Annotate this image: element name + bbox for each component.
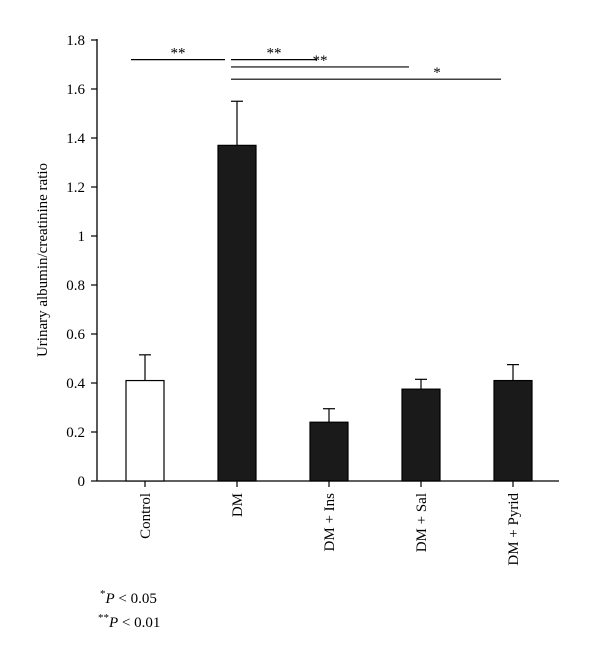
y-tick-label: 0 bbox=[78, 474, 86, 490]
footnote-p005: *P < 0.05 bbox=[100, 588, 157, 608]
error-bars bbox=[139, 100, 519, 423]
significance-label: * bbox=[433, 65, 441, 81]
y-tick-label: 0.2 bbox=[66, 425, 85, 441]
x-tick-label: Control bbox=[138, 493, 154, 539]
footnote-threshold: < 0.05 bbox=[114, 591, 157, 607]
footnote-stars: * bbox=[100, 588, 106, 600]
significance-brackets: ** ** *** bbox=[131, 46, 501, 81]
y-tick-label: 1.2 bbox=[66, 180, 85, 196]
significance-label: ** bbox=[313, 53, 328, 69]
bar-dm-sal bbox=[401, 388, 441, 482]
significance-label: ** bbox=[267, 46, 282, 62]
bar-dm-pyrid bbox=[493, 379, 533, 482]
y-axis: 0 0.2 0.4 0.6 0.8 1 1.2 1.4 1.6 1.8 bbox=[66, 33, 559, 490]
x-tick-label: DM + Sal bbox=[414, 493, 430, 552]
y-tick-label: 1.8 bbox=[66, 33, 85, 49]
footnote-p001: **P < 0.01 bbox=[98, 612, 160, 632]
y-tick-label: 0.4 bbox=[66, 376, 85, 392]
y-tick-label: 0.8 bbox=[66, 278, 85, 294]
bar-dm-ins bbox=[309, 421, 349, 482]
y-tick-label: 1.6 bbox=[66, 82, 85, 98]
bar-dm bbox=[217, 144, 257, 482]
footnote-p-symbol: P bbox=[109, 615, 119, 631]
x-tick-label: DM + Pyrid bbox=[506, 493, 522, 566]
y-tick-label: 1.4 bbox=[66, 131, 85, 147]
y-tick-label: 1 bbox=[78, 229, 86, 245]
significance-label: ** bbox=[171, 46, 186, 62]
x-tick-label: DM bbox=[230, 493, 246, 517]
y-tick-label: 0.6 bbox=[66, 327, 85, 343]
x-axis-categories: Control DM DM + Ins DM + Sal DM + Pyrid bbox=[138, 481, 522, 566]
bars bbox=[125, 144, 533, 482]
footnote-stars: ** bbox=[98, 612, 109, 624]
footnote-p-symbol: P bbox=[105, 591, 115, 607]
bar-control bbox=[125, 379, 165, 482]
footnote-threshold: < 0.01 bbox=[118, 615, 161, 631]
y-axis-label: Urinary albumin/creatinine ratio bbox=[35, 163, 51, 357]
x-tick-label: DM + Ins bbox=[322, 493, 338, 552]
